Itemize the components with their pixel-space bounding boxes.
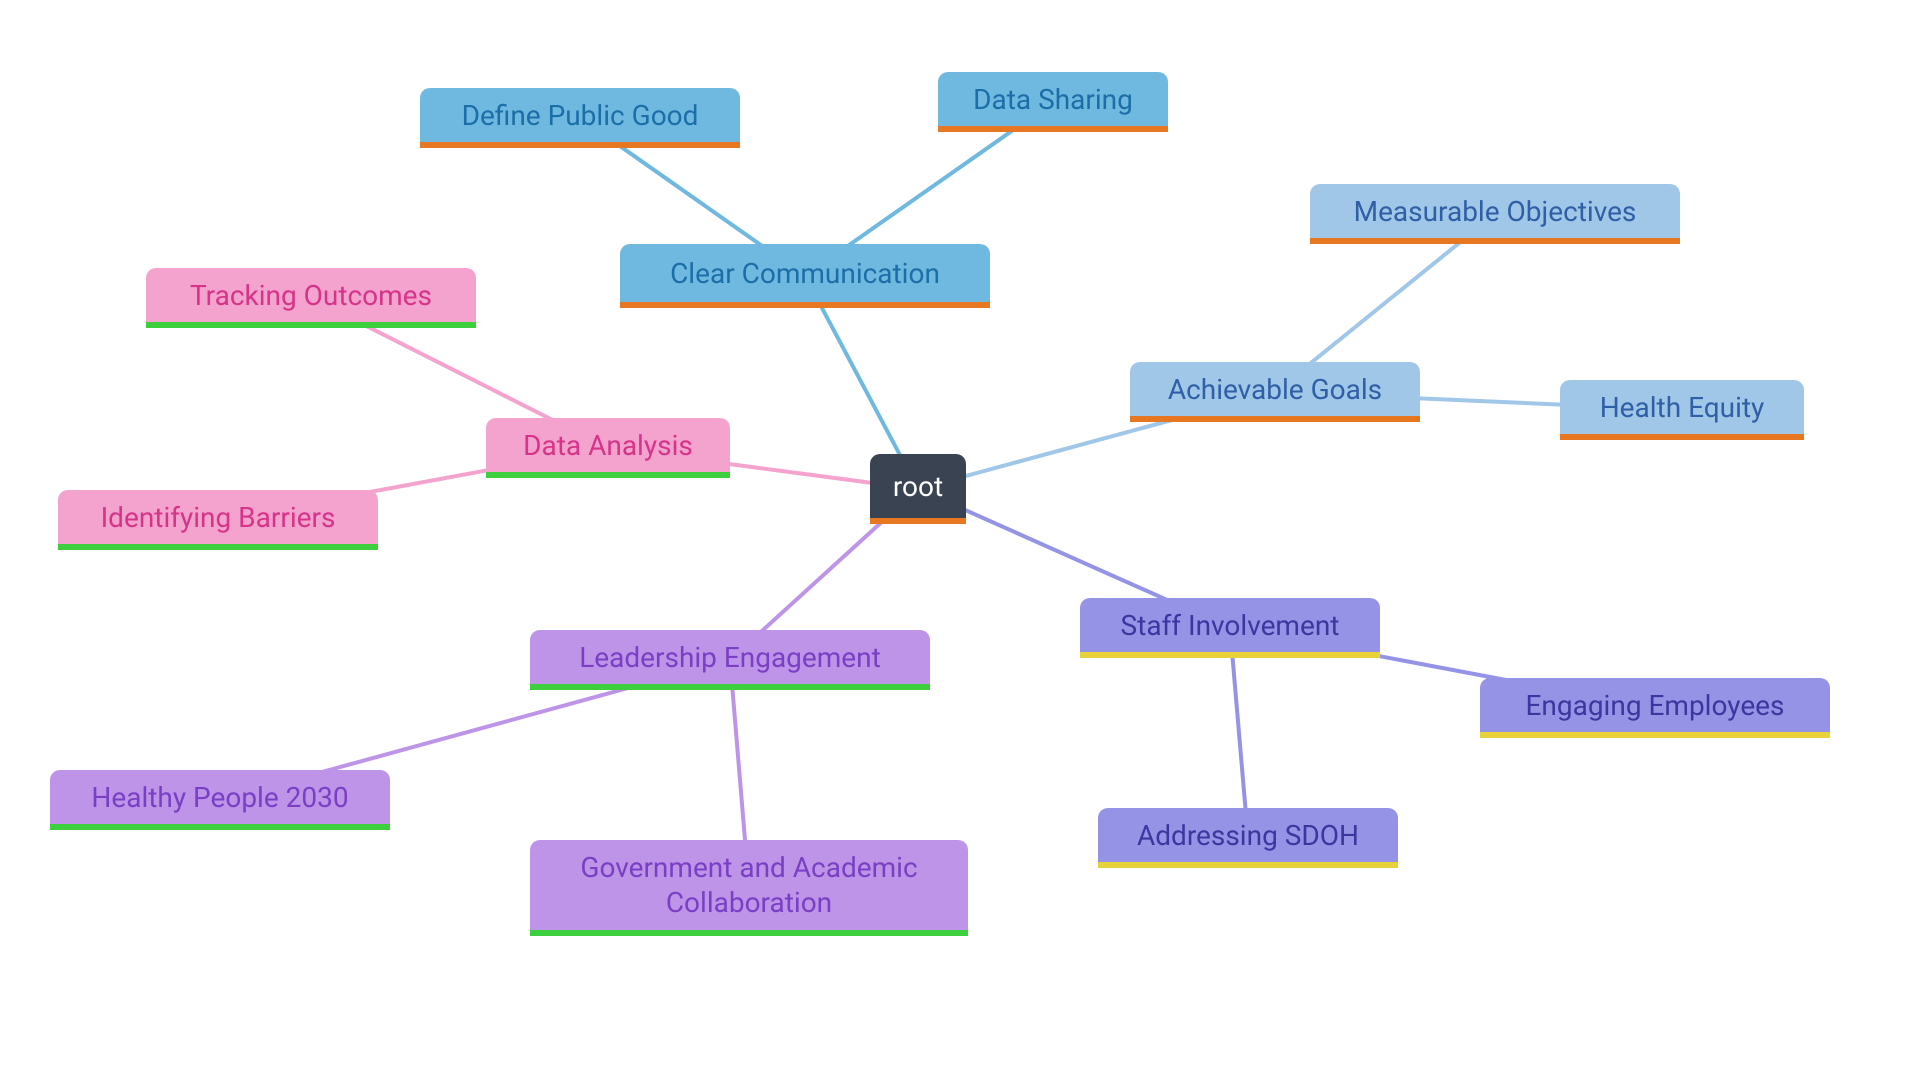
node-tracking_outcomes[interactable]: Tracking Outcomes (146, 268, 476, 328)
node-label: Define Public Good (462, 98, 699, 133)
node-label: Leadership Engagement (579, 640, 881, 675)
node-label: root (893, 469, 943, 504)
node-engaging_emp[interactable]: Engaging Employees (1480, 678, 1830, 738)
node-clear_comm[interactable]: Clear Communication (620, 244, 990, 308)
node-data_sharing[interactable]: Data Sharing (938, 72, 1168, 132)
node-label: Data Sharing (973, 82, 1133, 117)
node-healthy_people[interactable]: Healthy People 2030 (50, 770, 390, 830)
node-achievable_goals[interactable]: Achievable Goals (1130, 362, 1420, 422)
node-identifying_barriers[interactable]: Identifying Barriers (58, 490, 378, 550)
node-health_equity[interactable]: Health Equity (1560, 380, 1804, 440)
node-gov_academic[interactable]: Government and Academic Collaboration (530, 840, 968, 936)
node-measurable_obj[interactable]: Measurable Objectives (1310, 184, 1680, 244)
node-data_analysis[interactable]: Data Analysis (486, 418, 730, 478)
node-label: Data Analysis (523, 428, 693, 463)
node-label: Achievable Goals (1168, 372, 1382, 407)
node-define_public_good[interactable]: Define Public Good (420, 88, 740, 148)
node-addressing_sdoh[interactable]: Addressing SDOH (1098, 808, 1398, 868)
node-label: Healthy People 2030 (91, 780, 348, 815)
node-root[interactable]: root (870, 454, 966, 524)
node-label: Staff Involvement (1121, 608, 1340, 643)
node-label: Tracking Outcomes (190, 278, 432, 313)
node-label: Addressing SDOH (1137, 818, 1359, 853)
node-leadership[interactable]: Leadership Engagement (530, 630, 930, 690)
node-label: Identifying Barriers (101, 500, 336, 535)
node-label: Engaging Employees (1526, 688, 1785, 723)
mindmap-canvas: root Clear Communication Define Public Goo… (0, 0, 1920, 1080)
node-label: Measurable Objectives (1354, 194, 1637, 229)
edge-staff_inv-addressing_sdoh (1230, 628, 1248, 838)
node-label: Clear Communication (670, 256, 940, 291)
node-label: Health Equity (1600, 390, 1765, 425)
node-staff_inv[interactable]: Staff Involvement (1080, 598, 1380, 658)
node-label: Government and Academic Collaboration (580, 850, 917, 920)
